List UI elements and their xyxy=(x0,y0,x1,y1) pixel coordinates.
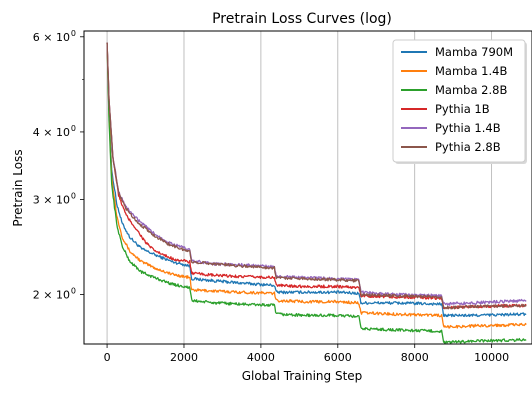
legend-entry: Pythia 1.4B xyxy=(435,121,501,135)
x-tick-label: 4000 xyxy=(247,351,275,364)
y-axis-ticks: 2 × 10 03 × 10 04 × 10 06 × 10 0 xyxy=(33,29,84,302)
y-tick-exponent: 0 xyxy=(71,287,76,296)
plot-frame xyxy=(83,30,532,345)
x-axis-label: Global Training Step xyxy=(242,369,363,383)
legend-entry: Pythia 2.8B xyxy=(435,140,501,154)
chart-title: Pretrain Loss Curves (log) xyxy=(212,11,392,27)
grid-layer xyxy=(106,31,493,344)
series-layer xyxy=(106,42,527,345)
y-tick-exponent: 0 xyxy=(71,191,76,200)
x-tick-label: 10000 xyxy=(474,351,509,364)
legend-entry: Pythia 1B xyxy=(435,102,490,116)
x-tick-label: 2000 xyxy=(170,351,198,364)
y-axis-label: Pretrain Loss xyxy=(11,149,25,226)
series-line xyxy=(106,42,527,345)
legend: Mamba 790M Mamba 1.4B Mamba 2.8B Pythia 1B P… xyxy=(392,39,527,164)
series-line xyxy=(106,42,527,310)
y-tick-exponent: 0 xyxy=(71,29,76,38)
legend-entry: Mamba 1.4B xyxy=(435,64,507,78)
series-line xyxy=(106,42,527,329)
y-tick-label: 3 × 10 xyxy=(33,193,70,206)
y-tick-exponent: 0 xyxy=(71,124,76,133)
x-tick-label: 6000 xyxy=(324,351,352,364)
x-tick-label: 0 xyxy=(104,351,111,364)
y-tick-label: 2 × 10 xyxy=(33,289,70,302)
y-tick-label: 4 × 10 xyxy=(33,126,70,139)
x-tick-label: 8000 xyxy=(401,351,429,364)
series-line xyxy=(106,42,527,318)
legend-entry: Mamba 2.8B xyxy=(435,83,507,97)
legend-entry: Mamba 790M xyxy=(435,45,513,59)
y-tick-label: 6 × 10 xyxy=(33,31,70,44)
x-axis-ticks: 0 2000 4000 6000 8000 10000 xyxy=(104,344,509,364)
